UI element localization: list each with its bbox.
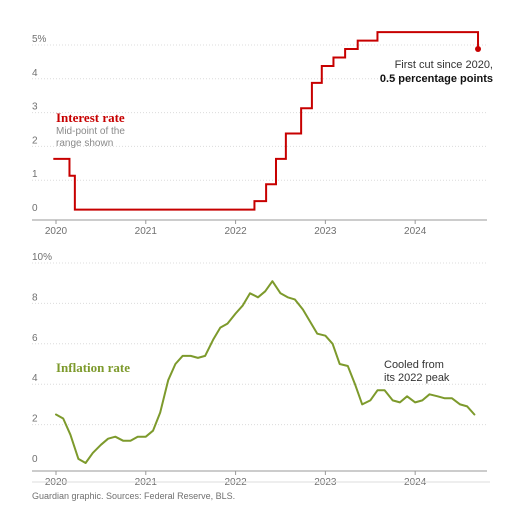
rate-x-tick-label: 2021 (135, 226, 158, 237)
rate-x-tick-label: 2024 (404, 226, 427, 237)
inflation-rate-panel: 10% 8 6 4 2 0 2020 2021 2022 2023 2024 Inflation … (32, 252, 487, 488)
inflation-rate-title: Inflation rate (56, 360, 130, 375)
interest-rate-y-ticks: 5% 4 3 2 1 0 (32, 34, 47, 214)
rate-y-tick-label: 4 (32, 68, 38, 79)
infl-y-tick-label: 8 (32, 292, 38, 303)
interest-rate-gridlines (32, 44, 487, 221)
source-note: Guardian graphic. Sources: Federal Reser… (32, 491, 235, 501)
rate-x-tick-label: 2020 (45, 226, 68, 237)
infl-y-tick-label: 0 (32, 454, 38, 465)
interest-rate-annotation-line-1: First cut since 2020, (395, 59, 493, 71)
rate-y-tick-label: 3 (32, 102, 38, 113)
inflation-rate-line (55, 280, 476, 464)
rate-y-tick-label: 0 (32, 203, 38, 214)
interest-rate-end-dot (475, 46, 482, 53)
rate-y-tick-label: 5% (32, 34, 47, 45)
interest-rate-panel: 5% 4 3 2 1 0 2020 2021 2022 2023 2024 Interest ra… (32, 31, 493, 237)
rate-x-tick-label: 2022 (224, 226, 247, 237)
infl-y-tick-label: 10% (32, 252, 52, 263)
interest-rate-x-ticks: 2020 2021 2022 2023 2024 (45, 220, 427, 237)
interest-rate-subtitle-line-2: range shown (56, 138, 113, 149)
infl-y-tick-label: 4 (32, 373, 38, 384)
rate-x-tick-label: 2023 (314, 226, 337, 237)
rate-y-tick-label: 1 (32, 169, 38, 180)
rate-y-tick-label: 2 (32, 135, 38, 146)
inflation-annotation-line-1: Cooled from (384, 359, 444, 371)
infl-y-tick-label: 2 (32, 414, 38, 425)
inflation-rate-gridlines (32, 262, 487, 472)
inflation-rate-y-ticks: 10% 8 6 4 2 0 (32, 252, 52, 465)
infl-y-tick-label: 6 (32, 333, 38, 344)
interest-rate-annotation-line-2: 0.5 percentage points (380, 73, 493, 85)
inflation-annotation-line-2: its 2022 peak (384, 372, 450, 384)
interest-rate-title: Interest rate (56, 110, 125, 125)
interest-rate-subtitle-line-1: Mid-point of the (56, 126, 125, 137)
inflation-rate-x-ticks: 2020 2021 2022 2023 2024 (45, 471, 427, 488)
interest-rate-line (53, 31, 480, 211)
